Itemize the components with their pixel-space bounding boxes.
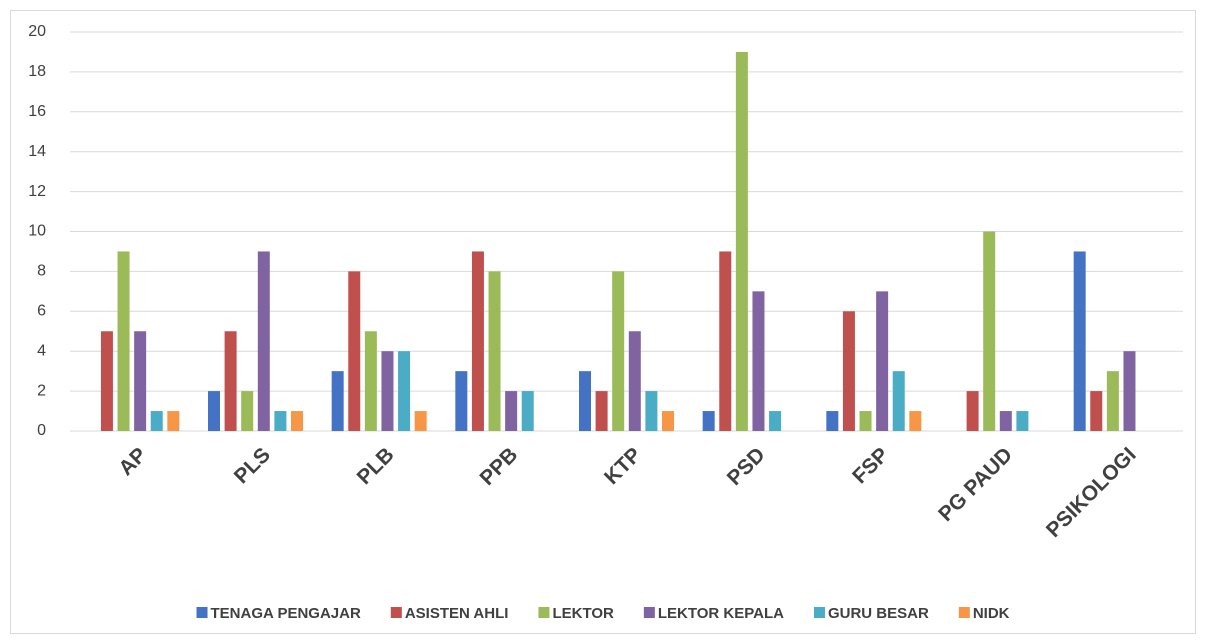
- legend-swatch: [390, 607, 402, 618]
- bar: [719, 251, 732, 431]
- bar: [257, 251, 270, 431]
- bar: [167, 411, 180, 431]
- bar: [983, 231, 996, 431]
- bar: [1073, 251, 1086, 431]
- legend-swatch: [538, 607, 550, 618]
- bar: [150, 411, 163, 431]
- y-tick-label: 8: [37, 263, 46, 280]
- bar: [1123, 351, 1136, 431]
- bar: [224, 331, 237, 431]
- bar: [909, 411, 922, 431]
- y-tick-label: 14: [28, 143, 46, 160]
- bar: [612, 271, 625, 431]
- bar: [381, 351, 394, 431]
- bar: [966, 391, 979, 431]
- bar: [769, 411, 782, 431]
- bar: [1106, 371, 1119, 431]
- bar: [842, 311, 855, 431]
- bar: [348, 271, 361, 431]
- bar: [208, 391, 220, 431]
- legend-swatch: [813, 607, 825, 618]
- y-tick-label: 0: [37, 422, 46, 439]
- bar: [521, 391, 534, 431]
- bar: [398, 351, 411, 431]
- legend-label: ASISTEN AHLI: [405, 605, 509, 622]
- bar: [1090, 391, 1103, 431]
- y-tick-label: 6: [37, 303, 46, 320]
- y-tick-label: 12: [28, 183, 46, 200]
- y-tick-label: 4: [37, 342, 46, 359]
- bar: [364, 331, 377, 431]
- bar: [628, 331, 641, 431]
- bar: [662, 411, 674, 431]
- bar: [645, 391, 658, 431]
- bar: [752, 291, 765, 431]
- y-tick-label: 16: [28, 103, 46, 120]
- bar: [826, 411, 839, 431]
- legend-label: GURU BESAR: [828, 605, 929, 622]
- legend-label: NIDK: [973, 605, 1010, 622]
- bar: [134, 331, 147, 431]
- y-tick-label: 18: [28, 63, 46, 80]
- bar: [331, 371, 344, 431]
- bar: [274, 411, 287, 431]
- legend-label: LEKTOR KEPALA: [658, 605, 784, 622]
- bar: [1016, 411, 1029, 431]
- bar: [505, 391, 518, 431]
- bar: [488, 271, 501, 431]
- bar: [241, 391, 254, 431]
- bar: [291, 411, 303, 431]
- bar: [414, 411, 427, 431]
- legend-swatch: [196, 607, 208, 618]
- legend-swatch: [958, 607, 970, 618]
- legend-label: TENAGA PENGAJAR: [211, 605, 361, 622]
- bar: [455, 371, 468, 431]
- bar: [876, 291, 889, 431]
- bar: [100, 331, 113, 431]
- bar: [702, 411, 715, 431]
- bar: [579, 371, 591, 431]
- bar: [471, 251, 484, 431]
- bar: [892, 371, 905, 431]
- bar: [117, 251, 130, 431]
- chart-frame: [10, 10, 1196, 634]
- legend-label: LEKTOR: [552, 605, 614, 622]
- y-tick-label: 2: [37, 382, 46, 399]
- bar: [859, 411, 872, 431]
- legend-swatch: [643, 607, 655, 618]
- bar: [735, 51, 748, 431]
- y-tick-label: 10: [28, 223, 46, 240]
- bar: [999, 411, 1012, 431]
- bar: [595, 391, 608, 431]
- y-tick-label: 20: [28, 23, 46, 40]
